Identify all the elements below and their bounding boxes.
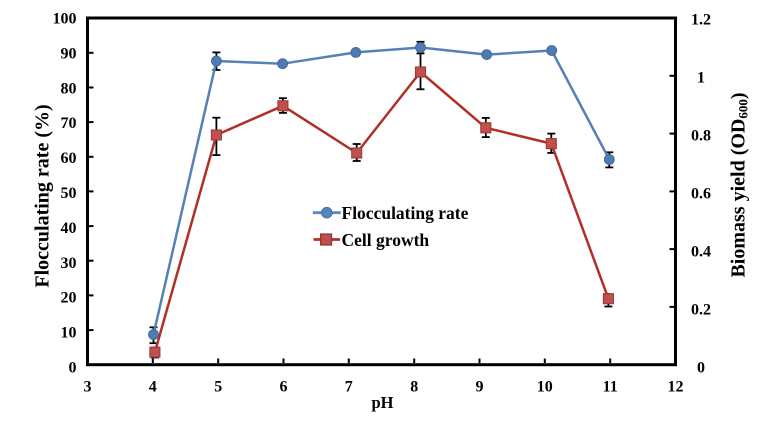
svg-text:12: 12 <box>668 379 684 396</box>
svg-text:Cell growth: Cell growth <box>342 230 430 250</box>
svg-text:Flocculating rate: Flocculating rate <box>342 203 469 223</box>
svg-text:0.8: 0.8 <box>691 128 711 145</box>
svg-text:3: 3 <box>84 379 92 396</box>
svg-text:10: 10 <box>537 379 553 396</box>
svg-text:70: 70 <box>61 115 77 132</box>
svg-text:80: 80 <box>61 80 77 97</box>
svg-text:0.4: 0.4 <box>691 244 711 261</box>
svg-text:100: 100 <box>53 11 77 28</box>
svg-text:60: 60 <box>61 150 77 167</box>
svg-text:4: 4 <box>149 379 157 396</box>
svg-text:30: 30 <box>61 255 77 272</box>
svg-text:0.6: 0.6 <box>691 186 711 203</box>
svg-text:6: 6 <box>280 379 288 396</box>
svg-text:Flocculating rate (%): Flocculating rate (%) <box>32 104 54 287</box>
svg-text:10: 10 <box>61 325 77 342</box>
svg-text:0: 0 <box>697 360 705 377</box>
svg-text:Biomass yield (OD600): Biomass yield (OD600) <box>728 92 751 277</box>
svg-text:8: 8 <box>410 379 418 396</box>
svg-text:1.2: 1.2 <box>691 12 711 29</box>
svg-text:20: 20 <box>61 290 77 307</box>
svg-text:90: 90 <box>61 45 77 62</box>
svg-text:1: 1 <box>697 70 705 87</box>
svg-text:0: 0 <box>69 360 77 377</box>
svg-text:pH: pH <box>371 393 393 412</box>
svg-text:5: 5 <box>214 379 222 396</box>
svg-text:40: 40 <box>61 220 77 237</box>
svg-text:0.2: 0.2 <box>691 302 711 319</box>
svg-text:50: 50 <box>61 185 77 202</box>
svg-text:9: 9 <box>476 379 484 396</box>
svg-text:7: 7 <box>345 379 353 396</box>
svg-text:11: 11 <box>603 379 618 396</box>
